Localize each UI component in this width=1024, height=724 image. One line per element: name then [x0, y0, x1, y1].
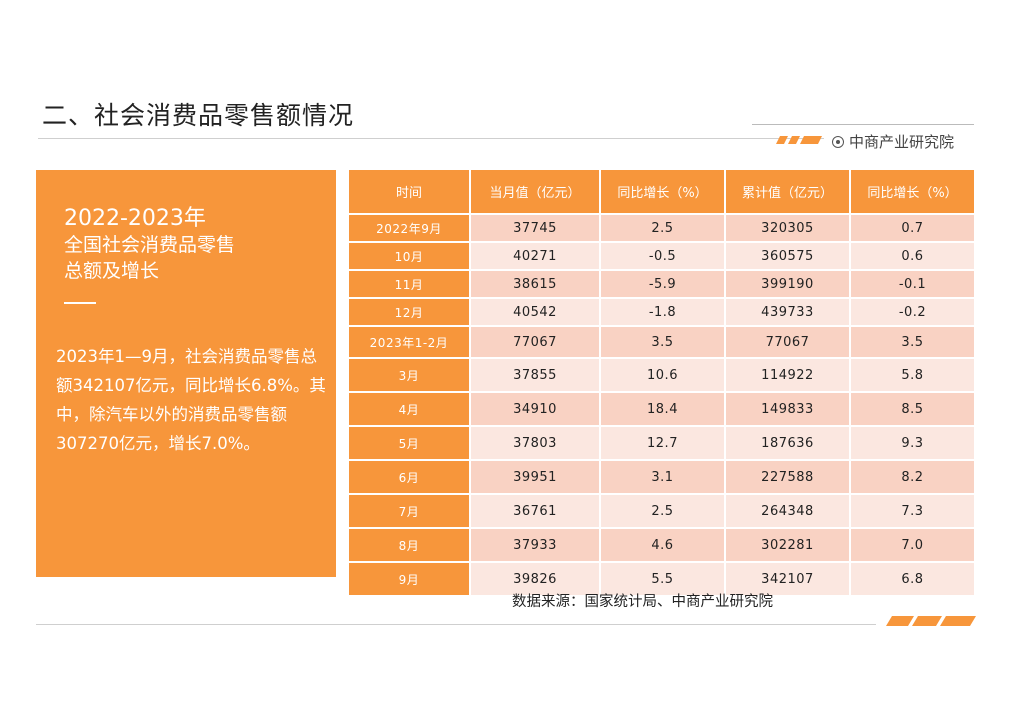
cell-cumulative-growth: -0.1	[850, 270, 976, 299]
cell-monthly-value: 37855	[470, 358, 601, 393]
cell-cumulative-value: 227588	[725, 460, 851, 495]
cell-time: 3月	[349, 358, 471, 393]
cell-cumulative-value: 264348	[725, 494, 851, 529]
panel-heading-line2: 全国社会消费品零售	[64, 234, 236, 256]
table-row: 9月 39826 5.5 342107 6.8	[349, 562, 976, 597]
cell-time: 5月	[349, 426, 471, 461]
table-row: 2022年9月 37745 2.5 320305 0.7	[349, 214, 976, 243]
cell-monthly-growth: -5.9	[600, 270, 726, 299]
cell-cumulative-growth: 6.8	[850, 562, 976, 597]
cell-monthly-value: 39951	[470, 460, 601, 495]
cell-time: 2023年1-2月	[349, 326, 471, 359]
brand-logo-icon	[832, 135, 844, 148]
cell-monthly-growth: 10.6	[600, 358, 726, 393]
table-row: 2023年1-2月 77067 3.5 77067 3.5	[349, 326, 976, 359]
panel-divider	[64, 302, 96, 304]
cell-monthly-growth: -0.5	[600, 242, 726, 271]
cell-cumulative-value: 399190	[725, 270, 851, 299]
cell-monthly-growth: -1.8	[600, 298, 726, 327]
cell-cumulative-value: 320305	[725, 214, 851, 243]
cell-monthly-value: 40271	[470, 242, 601, 271]
brand-name: 中商产业研究院	[849, 133, 955, 151]
cell-cumulative-growth: 9.3	[850, 426, 976, 461]
decorative-slashes-footer-icon	[886, 616, 976, 626]
table-row: 3月 37855 10.6 114922 5.8	[349, 358, 976, 393]
cell-monthly-value: 37933	[470, 528, 601, 563]
cell-cumulative-growth: 0.6	[850, 242, 976, 271]
retail-sales-table-container: 时间 当月值（亿元） 同比增长（%） 累计值（亿元） 同比增长（%） 2022年…	[349, 170, 976, 597]
cell-cumulative-value: 302281	[725, 528, 851, 563]
data-source-note: 数据来源：国家统计局、中商产业研究院	[512, 594, 773, 610]
cell-monthly-growth: 2.5	[600, 214, 726, 243]
cell-cumulative-growth: 7.0	[850, 528, 976, 563]
panel-heading: 2022-2023年 全国社会消费品零售 总额及增长	[64, 206, 235, 284]
table-row: 11月 38615 -5.9 399190 -0.1	[349, 270, 976, 299]
cell-monthly-value: 39826	[470, 562, 601, 597]
header-cumulative-growth: 同比增长（%）	[850, 170, 976, 215]
cell-cumulative-growth: 8.2	[850, 460, 976, 495]
cell-monthly-value: 37745	[470, 214, 601, 243]
cell-cumulative-value: 77067	[725, 326, 851, 359]
table-row: 10月 40271 -0.5 360575 0.6	[349, 242, 976, 271]
cell-cumulative-value: 114922	[725, 358, 851, 393]
table-row: 7月 36761 2.5 264348 7.3	[349, 494, 976, 529]
cell-monthly-value: 38615	[470, 270, 601, 299]
cell-cumulative-growth: 8.5	[850, 392, 976, 427]
panel-summary-text: 2023年1—9月，社会消费品零售总额342107亿元，同比增长6.8%。其中，…	[56, 347, 326, 453]
brand-label: 中商产业研究院	[832, 131, 954, 152]
table-row: 6月 39951 3.1 227588 8.2	[349, 460, 976, 495]
cell-time: 4月	[349, 392, 471, 427]
cell-cumulative-value: 360575	[725, 242, 851, 271]
footer-divider	[36, 624, 876, 625]
cell-cumulative-growth: 0.7	[850, 214, 976, 243]
cell-time: 9月	[349, 562, 471, 597]
cell-time: 10月	[349, 242, 471, 271]
cell-time: 11月	[349, 270, 471, 299]
cell-time: 8月	[349, 528, 471, 563]
header-monthly-growth: 同比增长（%）	[600, 170, 726, 215]
table-header-row: 时间 当月值（亿元） 同比增长（%） 累计值（亿元） 同比增长（%）	[349, 170, 976, 215]
cell-monthly-value: 40542	[470, 298, 601, 327]
cell-time: 12月	[349, 298, 471, 327]
cell-monthly-value: 36761	[470, 494, 601, 529]
cell-time: 2022年9月	[349, 214, 471, 243]
cell-time: 6月	[349, 460, 471, 495]
cell-monthly-value: 34910	[470, 392, 601, 427]
header-time: 时间	[349, 170, 471, 215]
cell-cumulative-value: 149833	[725, 392, 851, 427]
cell-monthly-value: 77067	[470, 326, 601, 359]
table-row: 4月 34910 18.4 149833 8.5	[349, 392, 976, 427]
cell-monthly-growth: 12.7	[600, 426, 726, 461]
cell-monthly-growth: 18.4	[600, 392, 726, 427]
cell-cumulative-value: 342107	[725, 562, 851, 597]
page-title: 二、社会消费品零售额情况	[42, 101, 355, 130]
decorative-slashes-icon	[776, 136, 822, 144]
cell-cumulative-growth: 3.5	[850, 326, 976, 359]
cell-monthly-value: 37803	[470, 426, 601, 461]
cell-monthly-growth: 3.5	[600, 326, 726, 359]
panel-heading-line3: 总额及增长	[64, 260, 160, 282]
header-monthly-value: 当月值（亿元）	[470, 170, 601, 215]
header-divider-slant	[752, 124, 974, 125]
header-cumulative-value: 累计值（亿元）	[725, 170, 851, 215]
cell-cumulative-value: 187636	[725, 426, 851, 461]
cell-monthly-growth: 5.5	[600, 562, 726, 597]
cell-cumulative-value: 439733	[725, 298, 851, 327]
table-row: 12月 40542 -1.8 439733 -0.2	[349, 298, 976, 327]
panel-heading-year: 2022-2023年	[64, 206, 206, 231]
cell-monthly-growth: 3.1	[600, 460, 726, 495]
cell-cumulative-growth: 5.8	[850, 358, 976, 393]
cell-time: 7月	[349, 494, 471, 529]
cell-cumulative-growth: 7.3	[850, 494, 976, 529]
cell-cumulative-growth: -0.2	[850, 298, 976, 327]
retail-sales-table: 时间 当月值（亿元） 同比增长（%） 累计值（亿元） 同比增长（%） 2022年…	[349, 170, 976, 597]
table-row: 5月 37803 12.7 187636 9.3	[349, 426, 976, 461]
cell-monthly-growth: 4.6	[600, 528, 726, 563]
summary-panel: 2022-2023年 全国社会消费品零售 总额及增长 2023年1—9月，社会消…	[36, 170, 336, 577]
cell-monthly-growth: 2.5	[600, 494, 726, 529]
header-divider	[38, 138, 824, 139]
table-row: 8月 37933 4.6 302281 7.0	[349, 528, 976, 563]
